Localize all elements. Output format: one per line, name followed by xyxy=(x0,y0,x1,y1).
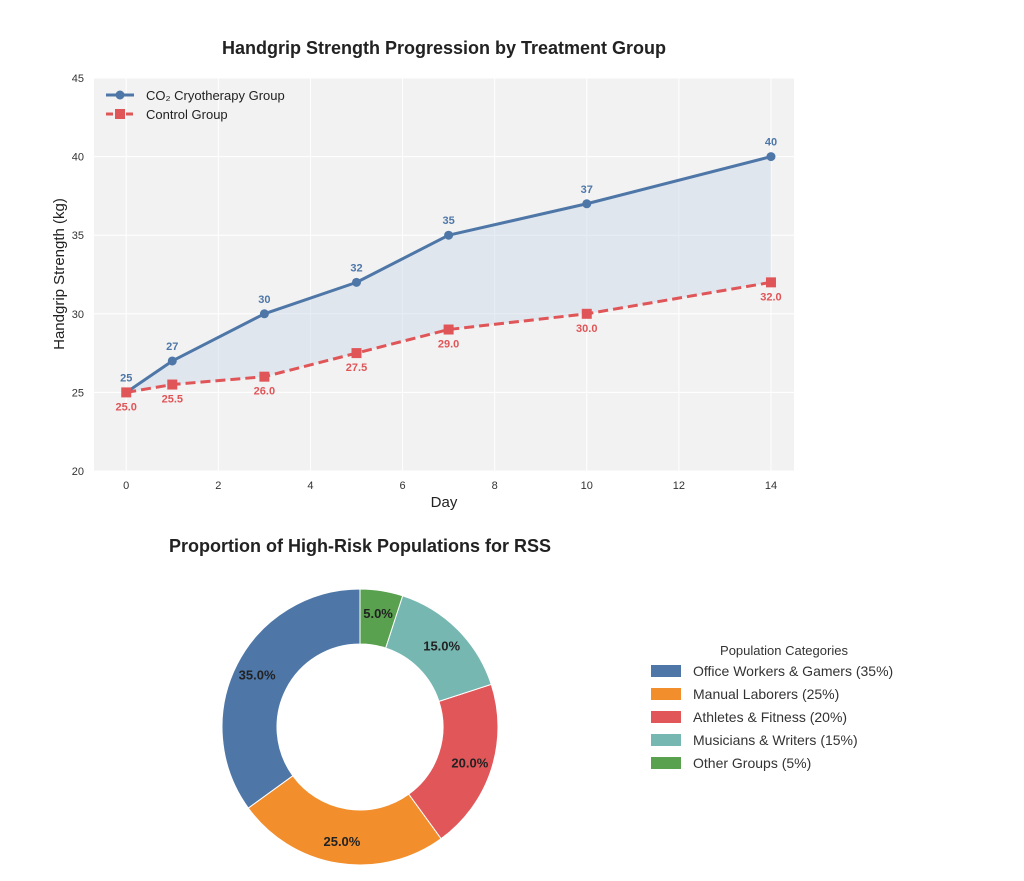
pie-legend-title: Population Categories xyxy=(720,643,848,658)
x-tick-label: 8 xyxy=(492,480,498,492)
pie-slice-label: 35.0% xyxy=(239,668,276,683)
pie-slice xyxy=(221,588,361,809)
control-data-label: 25.0 xyxy=(116,401,137,413)
control-marker xyxy=(167,379,178,390)
pie-slice-labels: 35.0% 25.0% 20.0% 15.0% 5.0% xyxy=(239,606,489,849)
legend-label: Control Group xyxy=(146,107,228,122)
pie-legend-swatch xyxy=(651,734,681,746)
control-marker xyxy=(581,308,592,319)
pie-slice xyxy=(247,775,442,866)
y-tick-label: 25 xyxy=(72,387,84,399)
x-tick-label: 4 xyxy=(307,480,313,492)
pie-legend-label: Office Workers & Gamers (35%) xyxy=(693,663,893,679)
pie-slice-label: 15.0% xyxy=(423,638,460,653)
x-tick-label: 2 xyxy=(215,480,221,492)
legend-label: CO₂ Cryotherapy Group xyxy=(146,88,285,103)
control-data-label: 30.0 xyxy=(576,323,597,335)
shaded-region xyxy=(126,156,771,393)
pie-legend-swatch xyxy=(651,757,681,769)
line-chart: Handgrip Strength Progression by Treatme… xyxy=(51,38,794,511)
pie-legend-label: Musicians & Writers (15%) xyxy=(693,732,858,748)
y-axis-ticks: 20 25 30 35 40 45 xyxy=(72,73,84,478)
y-tick-label: 35 xyxy=(72,230,84,242)
pie-legend-swatch xyxy=(651,711,681,723)
control-data-label: 26.0 xyxy=(254,386,275,398)
legend-marker xyxy=(115,109,125,119)
line-chart-title: Handgrip Strength Progression by Treatme… xyxy=(222,38,666,58)
cryotherapy-marker xyxy=(444,230,454,240)
x-axis-ticks: 0 2 4 6 8 10 12 14 xyxy=(123,480,777,492)
y-tick-label: 40 xyxy=(72,152,84,164)
shaded-gap-region xyxy=(126,156,771,393)
y-axis-label: Handgrip Strength (kg) xyxy=(51,198,68,350)
pie-chart: Proportion of High-Risk Populations for … xyxy=(169,536,893,866)
cryotherapy-marker xyxy=(259,309,269,319)
pie-legend: Office Workers & Gamers (35%) Manual Labo… xyxy=(651,663,893,771)
pie-legend-swatch xyxy=(651,688,681,700)
control-data-label: 32.0 xyxy=(760,291,781,303)
pie-chart-title: Proportion of High-Risk Populations for … xyxy=(169,536,551,556)
pie-slice-label: 20.0% xyxy=(451,756,488,771)
pie-slice-label: 5.0% xyxy=(363,606,393,621)
cryotherapy-data-label: 25 xyxy=(120,372,132,384)
cryotherapy-data-label: 37 xyxy=(581,184,593,196)
control-marker xyxy=(443,324,454,335)
legend-marker xyxy=(115,90,125,100)
cryotherapy-data-label: 40 xyxy=(765,137,777,149)
control-data-label: 27.5 xyxy=(346,362,367,374)
x-tick-label: 10 xyxy=(581,480,593,492)
cryotherapy-marker xyxy=(582,199,592,209)
y-tick-label: 20 xyxy=(72,466,84,478)
pie-slice xyxy=(359,588,404,649)
control-marker xyxy=(121,387,132,398)
plot-area xyxy=(94,78,794,471)
x-tick-label: 12 xyxy=(673,480,685,492)
cryotherapy-marker xyxy=(167,356,177,366)
control-marker xyxy=(765,277,776,288)
pie-legend-label: Manual Laborers (25%) xyxy=(693,686,839,702)
x-tick-label: 0 xyxy=(123,480,129,492)
y-tick-label: 30 xyxy=(72,309,84,321)
gridlines xyxy=(94,77,794,472)
control-marker xyxy=(351,348,362,359)
x-tick-label: 6 xyxy=(399,480,405,492)
x-tick-label: 14 xyxy=(765,480,777,492)
x-axis-label: Day xyxy=(431,494,458,511)
pie-slices xyxy=(221,588,499,866)
line-legend: CO₂ Cryotherapy Group Control Group xyxy=(106,88,285,122)
data-labels: 25 27 30 32 35 37 40 25.0 25.5 26.0 27.5 29.0 30.0 32… xyxy=(116,137,782,414)
control-data-label: 25.5 xyxy=(162,394,183,406)
y-tick-label: 45 xyxy=(72,73,84,85)
control-marker xyxy=(259,371,270,382)
cryotherapy-data-label: 27 xyxy=(166,341,178,353)
control-data-label: 29.0 xyxy=(438,339,459,351)
cryotherapy-marker xyxy=(766,152,776,162)
cryotherapy-data-label: 32 xyxy=(350,262,362,274)
pie-legend-swatch xyxy=(651,665,681,677)
cryotherapy-marker xyxy=(352,277,361,287)
pie-slice-label: 25.0% xyxy=(323,834,360,849)
series-markers xyxy=(121,152,776,398)
pie-legend-label: Athletes & Fitness (20%) xyxy=(693,709,847,725)
cryotherapy-data-label: 35 xyxy=(442,215,454,227)
pie-legend-label: Other Groups (5%) xyxy=(693,755,811,771)
cryotherapy-data-label: 30 xyxy=(258,294,270,306)
